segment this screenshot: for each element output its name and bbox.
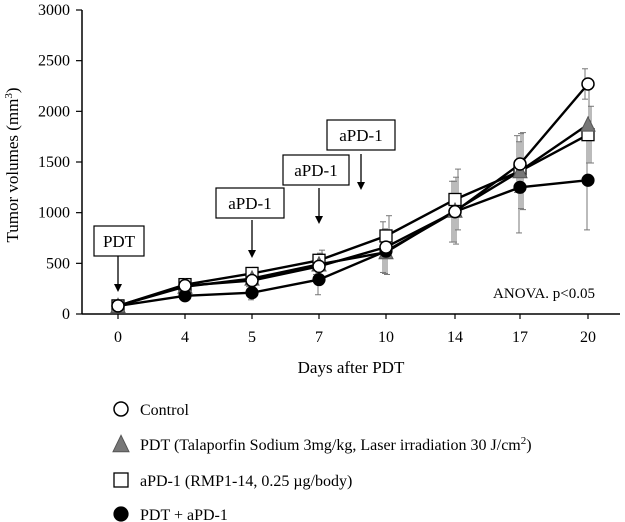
y-tick-label: 0 bbox=[62, 306, 70, 323]
marker-circle-open bbox=[448, 204, 462, 219]
marker-circle-open bbox=[113, 401, 129, 417]
legend-item: aPD-1 (RMP1-14, 0.25 µg/body) bbox=[113, 472, 352, 490]
annotation-arrowhead bbox=[357, 182, 365, 190]
annotation-label: aPD-1 bbox=[294, 161, 337, 180]
x-tick-label: 20 bbox=[580, 329, 596, 346]
legend-label: PDT (Talaporfin Sodium 3mg/kg, Laser irr… bbox=[140, 435, 532, 454]
y-tick-label: 1000 bbox=[38, 205, 70, 222]
legend-label: Control bbox=[140, 402, 189, 419]
legend-item: PDT (Talaporfin Sodium 3mg/kg, Laser irr… bbox=[112, 434, 532, 454]
legend-label-close: ) bbox=[526, 437, 531, 454]
y-tick-label: 2000 bbox=[38, 103, 70, 120]
annotation-box bbox=[93, 225, 145, 257]
marker-circle-filled bbox=[312, 272, 326, 287]
legend-label-main: PDT (Talaporfin Sodium 3mg/kg, Laser irr… bbox=[140, 437, 521, 454]
annotation-box bbox=[215, 187, 285, 219]
marker-circle-filled bbox=[113, 506, 129, 522]
marker-circle-open bbox=[513, 157, 527, 171]
y-axis-title: Tumor volumes (mm3) bbox=[3, 87, 22, 242]
legend-label-main: PDT + aPD-1 bbox=[140, 507, 228, 522]
x-tick-label: 7 bbox=[315, 329, 323, 346]
legend-label-main: Control bbox=[140, 402, 189, 419]
annotation-label: aPD-1 bbox=[228, 194, 271, 213]
legend-label-main: aPD-1 (RMP1-14, 0.25 µg/body) bbox=[140, 473, 352, 490]
y-axis-title-main: Tumor volumes (mm bbox=[3, 99, 22, 243]
y-axis-title-sup: 3 bbox=[3, 93, 15, 99]
marker-circle-open bbox=[312, 259, 326, 274]
marker-circle-open bbox=[581, 77, 595, 91]
x-ticks: 0 4 5 7 10 14 17 20 bbox=[114, 314, 596, 346]
annotation-box bbox=[326, 119, 396, 151]
legend-item: Control bbox=[113, 401, 189, 419]
marker-circle-open bbox=[111, 299, 125, 313]
y-axis-title-close: ) bbox=[3, 87, 22, 93]
legend-label: PDT + aPD-1 bbox=[140, 507, 228, 522]
series-line bbox=[117, 83, 589, 308]
stat-note: ANOVA. p<0.05 bbox=[493, 286, 595, 302]
marker-circle-open bbox=[245, 273, 259, 288]
x-tick-label: 5 bbox=[248, 329, 256, 346]
marker-triangle-filled bbox=[580, 115, 596, 132]
x-tick-label: 10 bbox=[378, 329, 394, 346]
x-tick-label: 14 bbox=[447, 329, 463, 346]
series-line bbox=[117, 133, 589, 308]
annotation-box bbox=[282, 154, 350, 186]
x-tick-label: 0 bbox=[114, 329, 122, 346]
annotation-arrowhead bbox=[114, 284, 122, 292]
annotation-label: aPD-1 bbox=[339, 126, 382, 145]
x-tick-label: 17 bbox=[512, 329, 528, 346]
legend-label-sup: 2 bbox=[521, 435, 527, 447]
x-tick-label: 4 bbox=[181, 329, 189, 346]
legend-item: PDT + aPD-1 bbox=[113, 506, 228, 522]
y-ticks: 0 500 1000 1500 2000 2500 3000 bbox=[38, 2, 82, 323]
marker-circle-filled bbox=[245, 286, 259, 300]
y-tick-label: 3000 bbox=[38, 2, 70, 19]
legend: Control PDT (Talaporfin Sodium 3mg/kg, La… bbox=[112, 401, 532, 522]
marker-circle-open bbox=[178, 278, 192, 293]
y-tick-label: 1500 bbox=[38, 154, 70, 171]
marker-square-open bbox=[113, 472, 129, 488]
marker-circle-filled bbox=[513, 180, 527, 194]
series-layer bbox=[110, 77, 596, 313]
series-line bbox=[117, 179, 589, 308]
y-tick-label: 500 bbox=[46, 255, 70, 272]
x-axis-title: Days after PDT bbox=[298, 358, 405, 377]
marker-triangle-filled bbox=[112, 434, 130, 453]
legend-label: aPD-1 (RMP1-14, 0.25 µg/body) bbox=[140, 473, 352, 490]
annotation-arrowhead bbox=[248, 250, 256, 258]
marker-square-open bbox=[379, 229, 393, 243]
annotation-label: PDT bbox=[103, 232, 136, 251]
marker-circle-open bbox=[379, 240, 393, 254]
y-tick-label: 2500 bbox=[38, 53, 70, 70]
marker-circle-filled bbox=[581, 173, 595, 187]
annotation-arrowhead bbox=[315, 216, 323, 224]
